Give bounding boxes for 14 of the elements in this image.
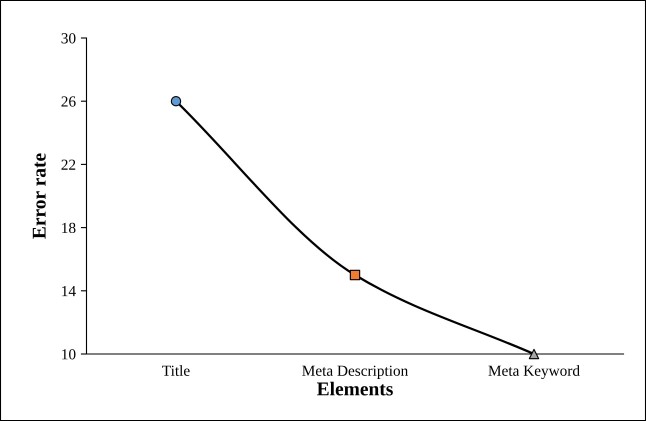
point (170, 96, 182, 106)
x-tick-label: Meta Description (302, 366, 408, 379)
x-axis-title: Elements (316, 382, 393, 396)
y-tick-label: 30 (62, 33, 76, 44)
y-tick-label: 14 (62, 286, 76, 296)
x-tick-label: Meta Keyword (488, 365, 580, 380)
y-tick-label: 18 (62, 222, 76, 234)
point (528, 348, 540, 360)
point (350, 270, 360, 280)
y-tick-label: 26 (61, 96, 76, 107)
y-tick-label: 22 (61, 160, 76, 170)
y-axis-title: Error rate (32, 153, 46, 239)
y-tick-label: 10 (62, 349, 76, 360)
x-tick-label: Title (162, 365, 190, 376)
